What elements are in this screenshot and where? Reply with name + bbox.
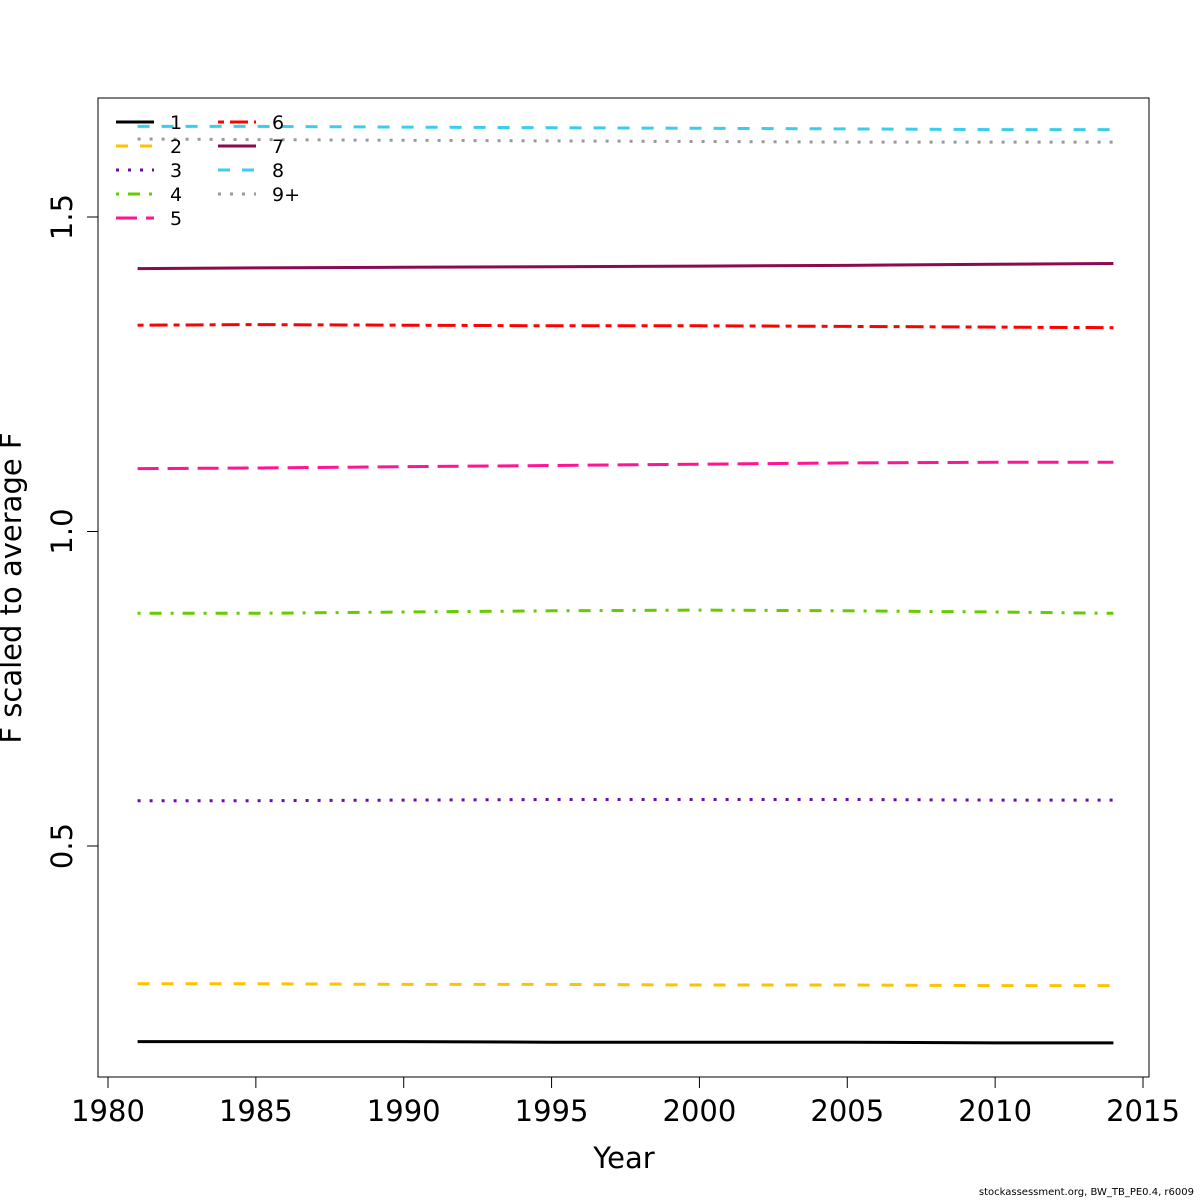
legend-label: 7 [272, 136, 284, 158]
x-tick-label: 1985 [219, 1094, 293, 1128]
series-line-5 [137, 460, 1114, 471]
y-tick-label: 1.5 [45, 194, 79, 240]
series-line-8 [137, 124, 1114, 132]
x-tick-label: 2010 [958, 1094, 1032, 1128]
x-tick-label: 2005 [810, 1094, 884, 1128]
x-tick-label: 1980 [71, 1094, 145, 1128]
x-axis: 1980 1985 1990 1995 2000 2005 2010 2015 [71, 1076, 1180, 1128]
legend-label: 5 [170, 208, 182, 230]
y-tick-label: 0.5 [45, 823, 79, 869]
legend-label: 4 [170, 184, 182, 206]
legend-label: 2 [170, 136, 182, 158]
legend-label: 6 [272, 112, 284, 134]
x-tick-label: 2000 [663, 1094, 737, 1128]
y-tick-label: 1.0 [45, 508, 79, 554]
x-axis-label: Year [592, 1141, 654, 1175]
series-line-2 [137, 982, 1114, 988]
y-axis: 0.5 1.0 1.5 [45, 194, 99, 869]
legend-label: 9+ [272, 184, 300, 206]
footer-credit: stockassessment.org, BW_TB_PE0.4, r6009 [978, 1187, 1194, 1198]
legend-label: 3 [170, 160, 182, 182]
series-line-7 [137, 262, 1114, 271]
series-line-1 [137, 1040, 1114, 1045]
x-tick-label: 2015 [1106, 1094, 1180, 1128]
series-layer [137, 124, 1114, 1045]
legend-label: 8 [272, 160, 284, 182]
plot-frame [97, 97, 1150, 1078]
x-tick-label: 1995 [515, 1094, 589, 1128]
series-line-6 [137, 323, 1114, 330]
series-line-3 [137, 798, 1114, 803]
legend-label: 1 [170, 112, 182, 134]
x-tick-label: 1990 [367, 1094, 441, 1128]
series-line-4 [137, 608, 1114, 615]
y-axis-label: F scaled to average F [0, 432, 28, 743]
